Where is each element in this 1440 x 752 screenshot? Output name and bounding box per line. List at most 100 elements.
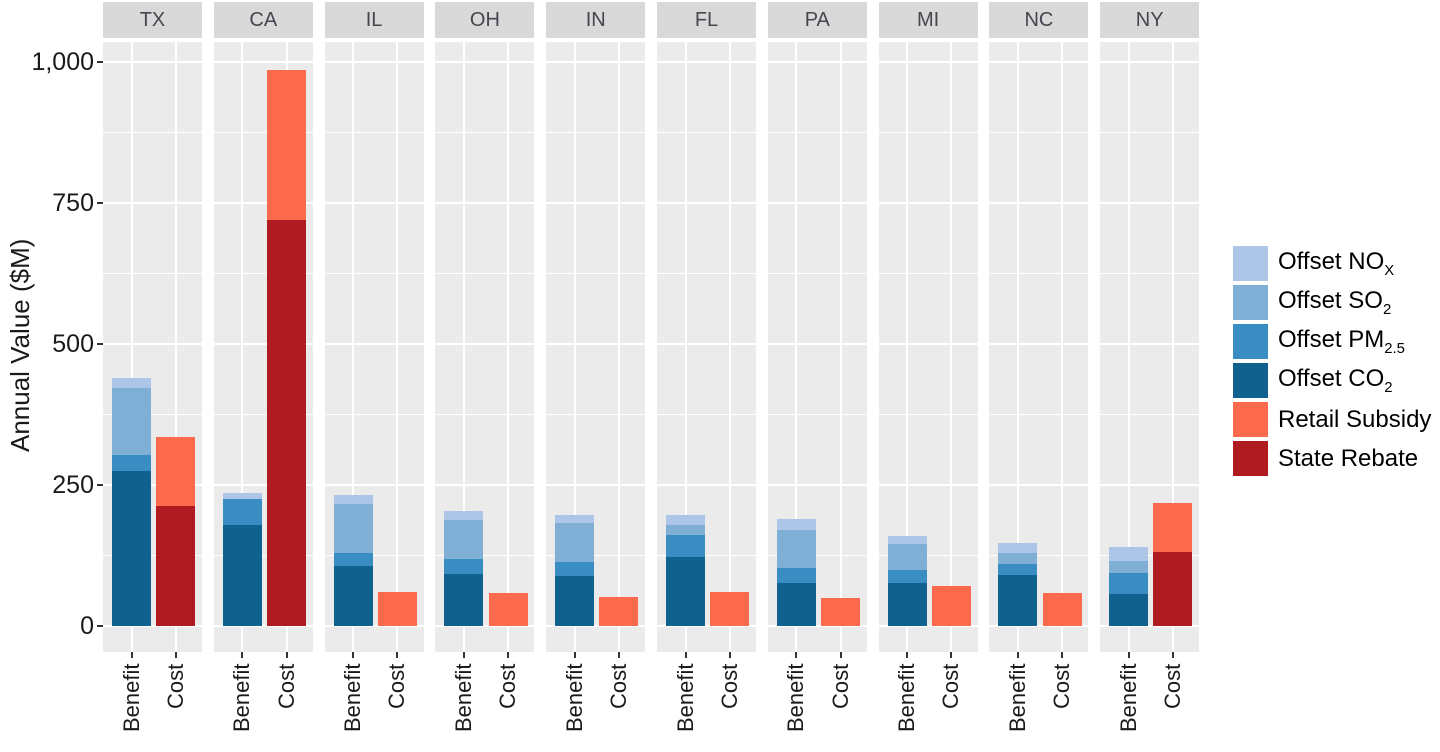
minor-gridline — [989, 414, 1089, 415]
major-gridline — [435, 625, 535, 627]
facet-panel — [103, 42, 202, 652]
y-tick-label: 250 — [52, 471, 94, 499]
benefit-bar — [112, 377, 151, 626]
facet-strip: IN — [546, 2, 646, 38]
minor-gridline — [878, 132, 978, 133]
y-tick-mark — [97, 625, 103, 627]
legend-item-offset_co2: Offset CO2 — [1233, 363, 1431, 398]
bar-segment-offset_so2 — [887, 544, 927, 571]
major-gridline — [324, 343, 424, 345]
bar-segment-offset_co2 — [998, 575, 1038, 626]
bar-segment-offset_co2 — [666, 556, 705, 626]
x-tick-label-cost: Cost — [384, 664, 410, 710]
minor-gridline — [878, 273, 978, 274]
major-gridline — [1100, 625, 1200, 627]
major-gridline — [213, 625, 313, 627]
bar-segment-offset_nox — [666, 514, 705, 526]
minor-gridline — [546, 132, 646, 133]
benefit-bar — [444, 510, 484, 626]
major-gridline — [657, 202, 756, 204]
major-gridline — [878, 625, 978, 627]
major-gridline — [989, 625, 1089, 627]
minor-gridline — [1100, 555, 1200, 556]
cost-bar — [267, 70, 307, 626]
major-gridline — [657, 484, 756, 486]
facet-strip-label: CA — [249, 8, 278, 31]
major-gridline — [657, 625, 756, 627]
facet-panel — [989, 42, 1089, 652]
major-gridline — [435, 202, 535, 204]
minor-gridline — [324, 555, 424, 556]
x-tick-label-cost: Cost — [827, 664, 853, 710]
cost-bar — [710, 591, 750, 626]
minor-gridline — [435, 273, 535, 274]
bar-segment-offset_nox — [333, 495, 373, 504]
vertical-gridline — [462, 42, 465, 652]
bar-segment-offset_co2 — [887, 582, 927, 626]
legend-swatch-retail_subsidy — [1233, 402, 1268, 437]
minor-gridline — [103, 132, 202, 133]
major-gridline — [435, 484, 535, 486]
y-tick-label: 0 — [80, 612, 94, 640]
legend-item-state_rebate: State Rebate — [1233, 441, 1431, 476]
bar-segment-retail_subsidy — [1042, 593, 1082, 626]
vertical-gridline — [507, 42, 510, 652]
bar-segment-offset_so2 — [333, 503, 373, 553]
legend-label-subscript: 2 — [1382, 301, 1392, 318]
major-gridline — [103, 484, 202, 486]
bar-segment-offset_so2 — [998, 552, 1038, 564]
bar-segment-retail_subsidy — [267, 70, 307, 220]
vertical-gridline — [130, 42, 133, 652]
major-gridline — [213, 202, 313, 204]
y-tick-mark — [97, 202, 103, 204]
x-tick-label-cost: Cost — [605, 664, 631, 710]
major-gridline — [767, 625, 867, 627]
legend-label: Offset NOX — [1278, 248, 1395, 279]
legend-swatch-offset_nox — [1233, 246, 1268, 281]
facet-strip: IL — [324, 2, 424, 38]
x-tick-mark — [396, 652, 399, 658]
minor-gridline — [1100, 414, 1200, 415]
facet-panel — [1100, 42, 1200, 652]
legend-item-retail_subsidy: Retail Subsidy — [1233, 402, 1431, 437]
bar-segment-offset_co2 — [555, 575, 595, 626]
x-tick-label-benefit: Benefit — [450, 664, 476, 733]
x-tick-mark — [507, 652, 510, 658]
y-tick-mark — [97, 61, 103, 63]
facet-IN: IN Benefit Cost — [546, 2, 646, 750]
legend: Offset NOX Offset SO2 Offset PM2.5 Offset C… — [1233, 246, 1431, 476]
x-tick-label-benefit: Benefit — [1115, 664, 1141, 733]
bar-segment-offset_nox — [222, 492, 262, 499]
x-tick-label-cost: Cost — [273, 664, 299, 710]
facet-strip-label: MI — [916, 8, 940, 31]
legend-label: Offset PM2.5 — [1278, 326, 1405, 357]
facet-strip: CA — [213, 2, 313, 38]
x-tick-label-benefit: Benefit — [340, 664, 366, 733]
vertical-gridline — [728, 42, 731, 652]
major-gridline — [1100, 343, 1200, 345]
minor-gridline — [767, 555, 867, 556]
legend-swatch-offset_so2 — [1233, 285, 1268, 320]
x-tick-mark — [950, 652, 953, 658]
minor-gridline — [103, 273, 202, 274]
cost-bar — [931, 585, 971, 626]
bar-segment-offset_so2 — [555, 522, 595, 562]
benefit-bar — [887, 535, 927, 626]
bar-segment-offset_so2 — [444, 519, 484, 560]
bar-segment-retail_subsidy — [156, 436, 196, 507]
vertical-gridline — [617, 42, 620, 652]
facet-strip: FL — [657, 2, 756, 38]
facet-panel — [657, 42, 756, 652]
vertical-gridline — [1171, 42, 1174, 652]
x-tick-label-benefit: Benefit — [894, 664, 920, 733]
major-gridline — [989, 484, 1089, 486]
cost-bar — [821, 597, 861, 626]
facet-panel — [435, 42, 535, 652]
facet-strip-label: NY — [1135, 8, 1164, 31]
legend-label: Retail Subsidy — [1278, 405, 1432, 433]
bar-segment-retail_subsidy — [931, 585, 971, 626]
x-tick-mark — [1061, 652, 1064, 658]
facet-panel — [767, 42, 867, 652]
x-tick-label-cost: Cost — [162, 664, 188, 710]
minor-gridline — [657, 414, 756, 415]
